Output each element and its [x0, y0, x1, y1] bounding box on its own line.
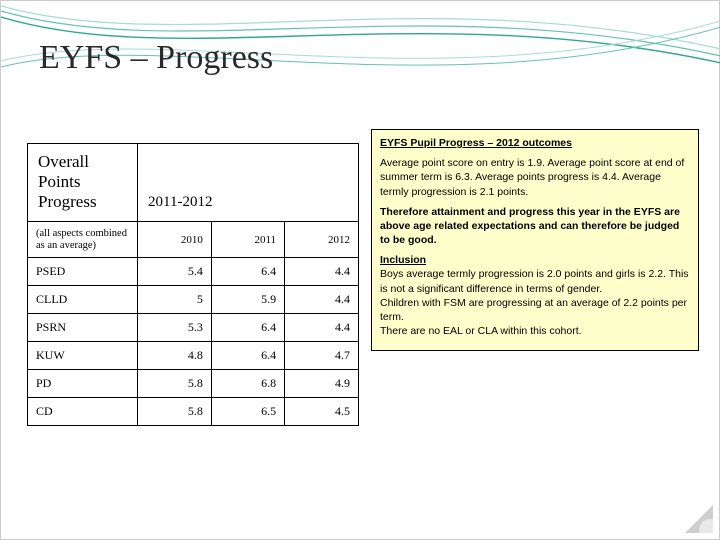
cell: 6.8	[211, 370, 284, 398]
table-row: KUW 4.8 6.4 4.7	[28, 342, 359, 370]
cell: 5.8	[138, 370, 212, 398]
cell: 6.5	[211, 398, 284, 426]
cell: 4.4	[285, 286, 359, 314]
outcomes-box: EYFS Pupil Progress – 2012 outcomes Aver…	[371, 129, 699, 351]
inclusion-p3: There are no EAL or CLA within this coho…	[380, 325, 582, 337]
cell: 5.9	[211, 286, 284, 314]
cell: 5.4	[138, 258, 212, 286]
page-title: EYFS – Progress	[39, 39, 273, 77]
cell: 4.5	[285, 398, 359, 426]
cell: 5.3	[138, 314, 212, 342]
cell: 6.4	[211, 342, 284, 370]
cell: 6.4	[211, 258, 284, 286]
row-label: CD	[28, 398, 138, 426]
col-2011: 2011	[211, 222, 284, 258]
outcomes-p2: Therefore attainment and progress this y…	[380, 205, 690, 248]
table-row: PSED 5.4 6.4 4.4	[28, 258, 359, 286]
progress-table-wrap: Overall Points Progress 2011-2012 (all a…	[27, 143, 359, 426]
table-row: CD 5.8 6.5 4.5	[28, 398, 359, 426]
table-row: PD 5.8 6.8 4.9	[28, 370, 359, 398]
table-year-span: 2011-2012	[138, 144, 359, 222]
cell: 4.9	[285, 370, 359, 398]
cell: 5	[138, 286, 212, 314]
cell: 4.4	[285, 258, 359, 286]
table-big-label: Overall Points Progress	[28, 144, 138, 222]
cell: 4.8	[138, 342, 212, 370]
table-row: CLLD 5 5.9 4.4	[28, 286, 359, 314]
outcomes-header: EYFS Pupil Progress – 2012 outcomes	[380, 136, 690, 150]
table-combined-note: (all aspects combined as an average)	[28, 222, 138, 258]
row-label: PD	[28, 370, 138, 398]
inclusion-subhead: Inclusion	[380, 254, 426, 266]
cell: 4.4	[285, 314, 359, 342]
row-label: PSED	[28, 258, 138, 286]
col-2010: 2010	[138, 222, 212, 258]
row-label: CLLD	[28, 286, 138, 314]
cell: 6.4	[211, 314, 284, 342]
col-2012: 2012	[285, 222, 359, 258]
progress-table: Overall Points Progress 2011-2012 (all a…	[27, 143, 359, 426]
outcomes-p1: Average point score on entry is 1.9. Ave…	[380, 156, 690, 199]
row-label: KUW	[28, 342, 138, 370]
inclusion-p1: Boys average termly progression is 2.0 p…	[380, 268, 689, 294]
table-row: PSRN 5.3 6.4 4.4	[28, 314, 359, 342]
inclusion-p2: Children with FSM are progressing at an …	[380, 297, 687, 323]
cell: 4.7	[285, 342, 359, 370]
row-label: PSRN	[28, 314, 138, 342]
cell: 5.8	[138, 398, 212, 426]
page-curl-icon	[685, 505, 713, 533]
